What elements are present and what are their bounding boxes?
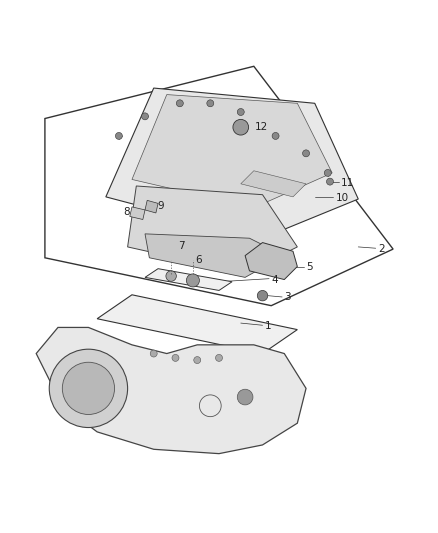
Circle shape <box>324 169 331 176</box>
Circle shape <box>166 271 177 281</box>
Polygon shape <box>97 295 297 353</box>
Text: 5: 5 <box>306 262 313 272</box>
Text: 10: 10 <box>336 193 349 203</box>
Circle shape <box>186 274 199 287</box>
Polygon shape <box>245 243 297 279</box>
Circle shape <box>62 362 115 415</box>
Text: 8: 8 <box>123 207 130 217</box>
Text: 3: 3 <box>284 292 291 302</box>
Text: 11: 11 <box>341 177 354 188</box>
Polygon shape <box>241 171 306 197</box>
Circle shape <box>172 354 179 361</box>
Polygon shape <box>106 88 358 238</box>
Circle shape <box>49 349 127 427</box>
Polygon shape <box>36 327 306 454</box>
Circle shape <box>215 354 223 361</box>
Polygon shape <box>127 186 297 273</box>
Circle shape <box>116 133 122 140</box>
Circle shape <box>150 350 157 357</box>
Polygon shape <box>132 94 332 208</box>
Text: 1: 1 <box>265 321 271 331</box>
Polygon shape <box>145 234 284 277</box>
Circle shape <box>257 290 268 301</box>
Circle shape <box>194 357 201 364</box>
Text: 12: 12 <box>254 122 268 132</box>
Text: 9: 9 <box>157 200 164 211</box>
Circle shape <box>272 133 279 140</box>
Circle shape <box>237 389 253 405</box>
Text: 7: 7 <box>178 241 184 252</box>
Circle shape <box>177 100 184 107</box>
Circle shape <box>303 150 310 157</box>
Text: 6: 6 <box>195 255 201 265</box>
Circle shape <box>326 178 333 185</box>
Polygon shape <box>145 269 232 290</box>
Circle shape <box>233 119 249 135</box>
Circle shape <box>207 100 214 107</box>
Circle shape <box>237 109 244 116</box>
Text: 4: 4 <box>271 274 278 285</box>
Polygon shape <box>130 207 145 220</box>
Circle shape <box>141 113 148 120</box>
Polygon shape <box>145 200 158 213</box>
Text: 2: 2 <box>378 244 385 254</box>
